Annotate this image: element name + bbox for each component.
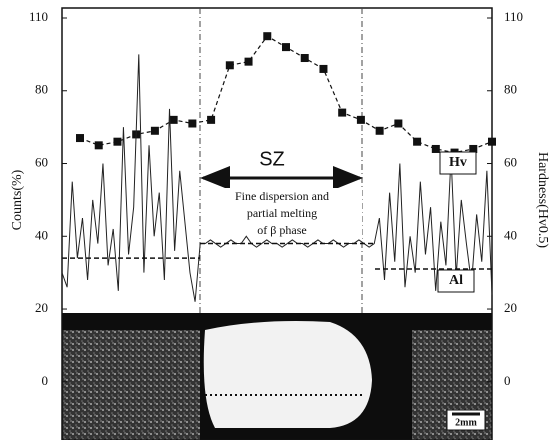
- tick-label: 80: [35, 82, 48, 97]
- hv-point: [94, 141, 103, 150]
- hv-point: [76, 134, 84, 143]
- legend-box: [439, 151, 477, 175]
- tick-label: 0: [504, 373, 511, 388]
- micrograph: 2mm: [62, 313, 492, 440]
- legend-label: Hv: [449, 155, 467, 170]
- hv-point: [244, 57, 253, 66]
- tick-label: 40: [35, 227, 48, 242]
- legend-label: Al: [449, 273, 463, 288]
- tick-label: 20: [35, 300, 48, 315]
- hv-point: [319, 64, 328, 73]
- tick-label: 110: [504, 9, 523, 24]
- hv-point: [338, 108, 347, 117]
- hv-point: [356, 115, 365, 124]
- note-bg: [202, 188, 362, 242]
- Hv-line: [79, 35, 493, 154]
- hv-point: [488, 137, 496, 146]
- hv-point: [394, 119, 403, 128]
- plot-frame: [61, 7, 493, 440]
- hv-point: [150, 126, 159, 135]
- hv-point: [113, 137, 122, 146]
- hv-point: [207, 115, 216, 124]
- legend-box: [437, 269, 475, 293]
- tick-label: 110: [29, 9, 48, 24]
- tick-label: 20: [504, 300, 517, 315]
- hv-point: [431, 144, 440, 153]
- note-line: partial melting: [247, 206, 317, 220]
- tick-label: 60: [35, 155, 48, 170]
- zone-label: SZ: [259, 148, 285, 170]
- hv-point: [413, 137, 422, 146]
- y-axis-title: Counts(%): [10, 169, 25, 230]
- hv-point: [263, 32, 272, 41]
- tick-label: 0: [42, 373, 49, 388]
- hv-point: [169, 115, 178, 124]
- hv-point: [469, 144, 478, 153]
- scale-bar-label: 2mm: [455, 417, 477, 428]
- hv-point: [282, 43, 290, 52]
- hv-point: [225, 61, 234, 70]
- y2-axis-title: Hardness(Hv0.5): [535, 152, 550, 248]
- hv-point: [188, 119, 197, 128]
- note-line: of β phase: [257, 223, 306, 237]
- tick-label: 80: [504, 82, 517, 97]
- note-line: Fine dispersion and: [235, 189, 329, 203]
- tick-label: 40: [504, 227, 517, 242]
- hv-point: [375, 126, 384, 135]
- tick-label: 60: [504, 155, 517, 170]
- hv-point: [300, 54, 309, 63]
